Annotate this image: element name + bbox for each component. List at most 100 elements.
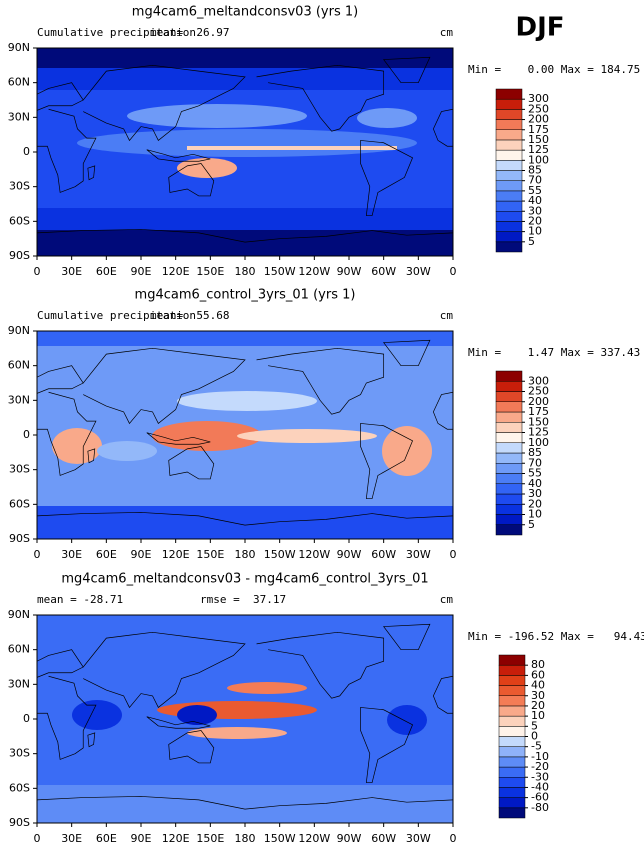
colorbar-box — [495, 190, 523, 202]
lon-label: 90E — [131, 548, 152, 561]
lon-label: 0 — [34, 548, 41, 561]
lon-label: 120W — [298, 832, 330, 845]
colorbar-box — [495, 411, 523, 423]
colorbar-label: 200 — [528, 113, 549, 126]
lon-label: 90W — [337, 265, 362, 278]
units: cm — [440, 593, 454, 606]
colorbar-box — [495, 139, 523, 151]
colorbar-box — [495, 241, 523, 253]
lon-label: 120E — [162, 832, 190, 845]
lon-label: 150W — [264, 832, 296, 845]
field-3 — [37, 615, 453, 823]
colorbar-label: -5 — [531, 740, 542, 753]
lon-label: 30W — [406, 548, 431, 561]
lat-label: 0 — [23, 712, 30, 725]
lon-label: 30W — [406, 832, 431, 845]
colorbar-label: 55 — [528, 184, 542, 197]
lat-label: 60S — [9, 214, 30, 227]
colorbar-label: 150 — [528, 133, 549, 146]
lon-label: 180 — [235, 832, 256, 845]
lon-label: 0 — [34, 832, 41, 845]
left-label: Cumulative precipitation — [37, 26, 196, 39]
colorbar-label: 20 — [531, 699, 545, 712]
lat-label: 90N — [8, 41, 30, 54]
field-1 — [37, 48, 453, 256]
lat-label: 90S — [9, 249, 30, 262]
lon-label: 180 — [235, 548, 256, 561]
lat-label: 90N — [8, 324, 30, 337]
colorbar-box — [495, 370, 523, 382]
colorbar-box — [495, 98, 523, 110]
colorbar-box — [498, 726, 526, 737]
panel-title: mg4cam6_meltandconsv03 - mg4cam6_control… — [61, 572, 428, 587]
colorbar-label: 40 — [528, 477, 542, 490]
panel-title: mg4cam6_meltandconsv03 (yrs 1) — [132, 5, 358, 20]
lat-label: 60N — [8, 643, 30, 656]
lon-label: 180 — [235, 265, 256, 278]
colorbar-label: 85 — [528, 164, 542, 177]
lon-label: 60W — [371, 548, 396, 561]
lat-label: 0 — [23, 428, 30, 441]
colorbar-label: -40 — [531, 780, 549, 793]
mean-label: mean= 55.68 — [150, 309, 229, 322]
colorbar-label: 10 — [531, 709, 545, 722]
colorbar-box — [498, 807, 526, 819]
lat-label: 30S — [9, 463, 30, 476]
colorbar-label: 125 — [528, 143, 549, 156]
colorbar-label: 125 — [528, 426, 549, 439]
colorbar-box — [495, 473, 523, 484]
colorbar-label: -60 — [531, 791, 549, 804]
colorbar-label: 250 — [528, 385, 549, 398]
lat-label: 90S — [9, 532, 30, 545]
colorbar-box — [495, 524, 523, 536]
colorbar-box — [495, 119, 523, 130]
colorbar-box — [495, 170, 523, 181]
lat-label: 30N — [8, 393, 30, 406]
lon-label: 90E — [131, 265, 152, 278]
colorbar-box — [498, 736, 526, 747]
colorbar-box — [498, 685, 526, 696]
colorbar-label: 40 — [528, 194, 542, 207]
lon-label: 60E — [96, 832, 117, 845]
colorbar-label: 30 — [531, 689, 545, 702]
lon-label: 90E — [131, 832, 152, 845]
colorbar-box — [495, 231, 523, 243]
colorbar-box — [495, 200, 523, 212]
colorbar-box — [495, 514, 523, 525]
lon-label: 90W — [337, 832, 362, 845]
colorbar-label: 200 — [528, 395, 549, 408]
lat-label: 60S — [9, 781, 30, 794]
min-max: Min = -196.52 Max = 94.43 — [468, 630, 644, 643]
lat-label: 30N — [8, 110, 30, 123]
lon-label: 60E — [96, 265, 117, 278]
colorbar-box — [498, 705, 526, 717]
colorbar-box — [498, 756, 526, 768]
mean-label: mean= 26.97 — [150, 26, 229, 39]
colorbar-box — [498, 654, 526, 666]
colorbar-label: -20 — [531, 760, 549, 773]
colorbar-box — [498, 675, 526, 686]
colorbar-label: 5 — [528, 235, 535, 248]
colorbar-label: 55 — [528, 467, 542, 480]
colorbar-box — [495, 463, 523, 474]
lon-label: 150W — [264, 265, 296, 278]
colorbar-box — [495, 483, 523, 495]
colorbar-label: 150 — [528, 415, 549, 428]
colorbar-label: 0 — [531, 730, 538, 743]
left-label: Cumulative precipitation — [37, 309, 196, 322]
left-label: mean = -28.71 — [37, 593, 123, 606]
colorbar-box — [495, 160, 523, 171]
colorbar-box — [498, 766, 526, 778]
field-2 — [37, 331, 453, 539]
colorbar-box — [495, 180, 523, 192]
colorbar-label: 70 — [528, 456, 542, 469]
colorbar-label: 70 — [528, 174, 542, 187]
panel-title: mg4cam6_control_3yrs_01 (yrs 1) — [135, 288, 356, 303]
lon-label: 0 — [34, 265, 41, 278]
colorbar-box — [495, 452, 523, 464]
lon-label: 0 — [450, 548, 457, 561]
lon-label: 0 — [450, 265, 457, 278]
lon-label: 150E — [196, 832, 224, 845]
colorbar-box — [495, 432, 523, 443]
lat-label: 90N — [8, 608, 30, 621]
